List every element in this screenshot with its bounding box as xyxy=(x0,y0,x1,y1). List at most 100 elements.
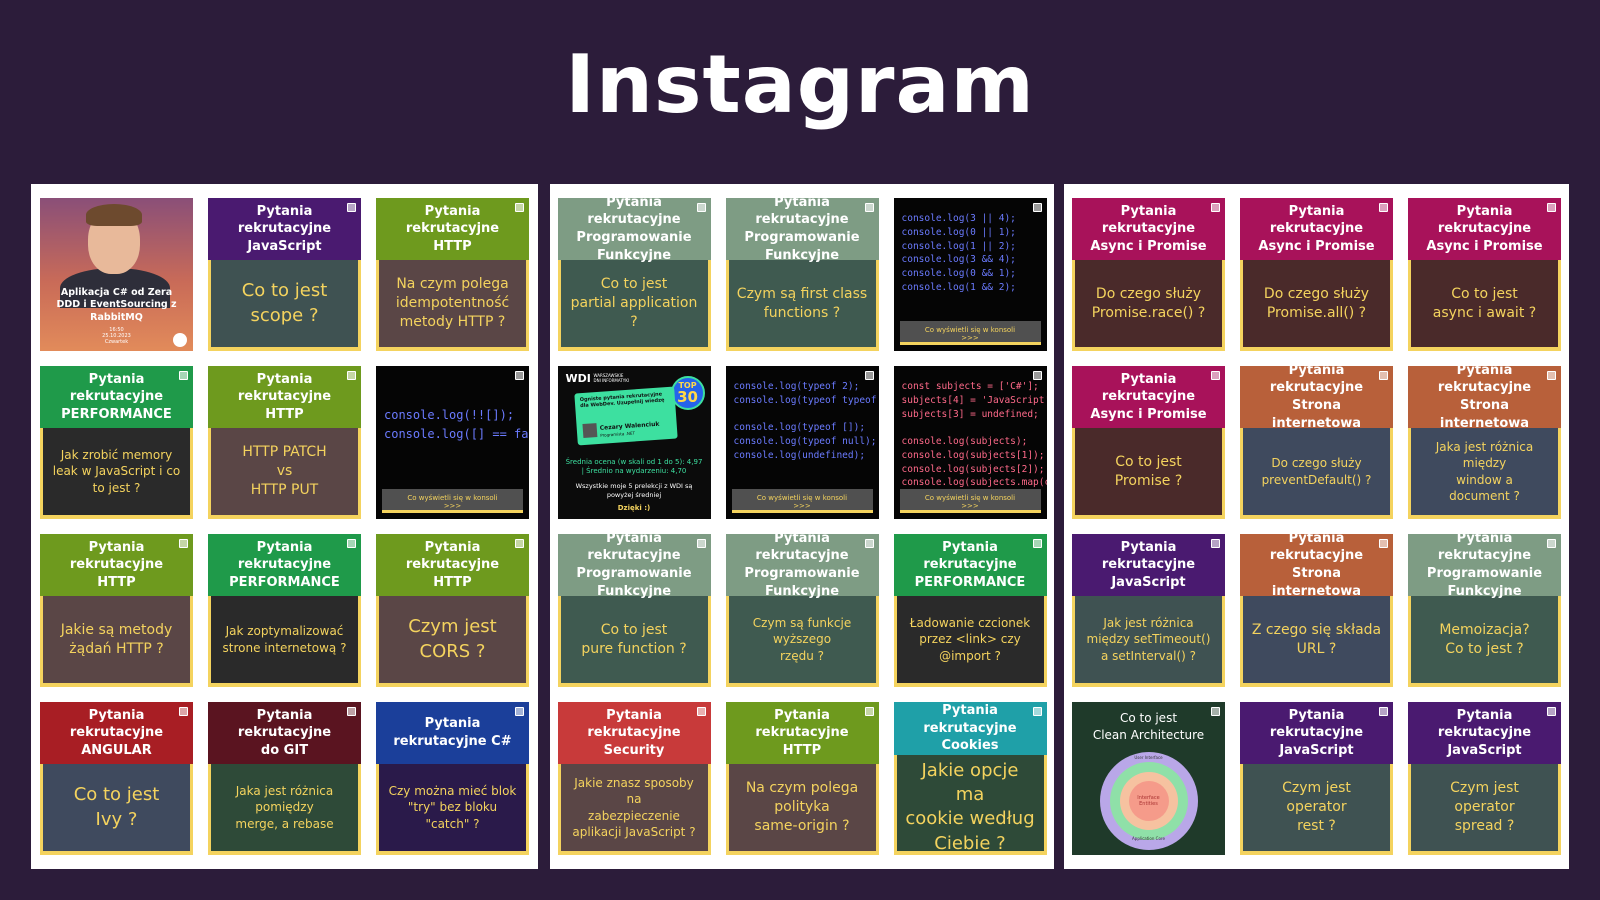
post-question: Co to jest async i await ? xyxy=(1408,260,1561,347)
post-tile[interactable]: Pytania rekrutacyjne JavaScript Co to jes… xyxy=(208,198,361,351)
post-header: Pytania rekrutacyjne Programowanie Funkc… xyxy=(725,534,879,599)
post-tile-code[interactable]: console.log(3 || 4); console.log(0 || 1)… xyxy=(893,198,1047,351)
post-header: Pytania rekrutacyjne HTTP xyxy=(376,534,529,596)
multi-post-icon xyxy=(1211,539,1220,548)
post-tile-photo[interactable]: Aplikacja C# od Zera DDD i EventSourcing… xyxy=(40,198,193,351)
post-header: Pytania rekrutacyjne Strona internetowa xyxy=(1408,366,1561,431)
post-question: Na czym polega polityka same-origin ? xyxy=(725,764,879,851)
post-tile[interactable]: Pytania rekrutacyjne PERFORMANCE Jak zrob… xyxy=(40,366,193,519)
post-header: Pytania rekrutacyjne PERFORMANCE xyxy=(893,534,1047,596)
post-tile[interactable]: Pytania rekrutacyjne Programowanie Funkc… xyxy=(725,534,879,687)
multi-post-icon xyxy=(1211,203,1220,212)
post-tile[interactable]: Pytania rekrutacyjne Programowanie Funkc… xyxy=(725,198,879,351)
post-header: Pytania rekrutacyjne Programowanie Funkc… xyxy=(725,198,879,263)
post-tile[interactable]: Pytania rekrutacyjne Async i Promise Do c… xyxy=(1240,198,1393,351)
post-question: Czym jest operator spread ? xyxy=(1408,764,1561,851)
post-tile-rating[interactable]: WDI WARSZAWSKIE DNI INFORMATYKI TOP 30 Ognis… xyxy=(557,366,711,519)
top-badge-number: 30 xyxy=(677,387,698,406)
multi-post-icon xyxy=(1211,707,1220,716)
post-tile[interactable]: Pytania rekrutacyjne Async i Promise Do c… xyxy=(1072,198,1225,351)
post-header: Pytania rekrutacyjne Security xyxy=(557,702,711,764)
post-question: Jak jest różnica między setTimeout() a s… xyxy=(1072,596,1225,683)
post-header: Pytania rekrutacyjne Async i Promise xyxy=(1240,198,1393,260)
speaker-role: Programista .NET xyxy=(599,430,635,438)
multi-post-icon xyxy=(864,203,874,212)
code-footer-caption: Co wyświetli się w konsoli >>> xyxy=(382,489,523,513)
diagram-label-outer: User Interface xyxy=(1134,754,1163,760)
top-badge: TOP 30 xyxy=(670,376,705,410)
multi-post-icon xyxy=(864,707,874,716)
post-header: Pytania rekrutacyjne C# xyxy=(376,702,529,764)
code-footer-caption: Co wyświetli się w konsoli >>> xyxy=(899,321,1041,345)
multi-post-icon xyxy=(1032,707,1042,716)
post-question: Jaka jest różnica pomiędzy merge, a reba… xyxy=(208,764,361,851)
post-header: Pytania rekrutacyjne ANGULAR xyxy=(40,702,193,764)
post-tile-code[interactable]: console.log(typeof 2); console.log(typeo… xyxy=(725,366,879,519)
post-question: Czym jest operator rest ? xyxy=(1240,764,1393,851)
post-question: Z czego się składa URL ? xyxy=(1240,596,1393,683)
post-header: Pytania rekrutacyjne JavaScript xyxy=(208,198,361,260)
post-tile[interactable]: Pytania rekrutacyjne do GIT Jaka jest róż… xyxy=(208,702,361,855)
wdi-logo-subtitle: WARSZAWSKIE DNI INFORMATYKI xyxy=(593,373,630,383)
post-question: Jaka jest różnica między window a docume… xyxy=(1408,428,1561,515)
multi-post-icon xyxy=(347,707,356,716)
post-tile[interactable]: Pytania rekrutacyjne PERFORMANCE Ładowani… xyxy=(893,534,1047,687)
post-tile[interactable]: Pytania rekrutacyjne Strona internetowa Z… xyxy=(1240,534,1393,687)
post-header: Pytania rekrutacyjne PERFORMANCE xyxy=(208,534,361,596)
post-tile-architecture[interactable]: Co to jest Clean Architecture Interface E… xyxy=(1072,702,1225,855)
post-tile[interactable]: Pytania rekrutacyjne HTTP Na czym polega … xyxy=(725,702,879,855)
post-header: Pytania rekrutacyjne JavaScript xyxy=(1240,702,1393,764)
post-tile-code[interactable]: const subjects = ['C#']; subjects[4] = '… xyxy=(893,366,1047,519)
post-question: Czym są first class functions ? xyxy=(725,260,879,347)
post-tile[interactable]: Pytania rekrutacyjne Strona internetowa J… xyxy=(1408,366,1561,519)
post-panel-right: Pytania rekrutacyjne Async i Promise Do c… xyxy=(1064,184,1569,869)
multi-post-icon xyxy=(1547,539,1556,548)
post-tile[interactable]: Pytania rekrutacyjne Programowanie Funkc… xyxy=(1408,534,1561,687)
photo-caption: Aplikacja C# od Zera DDD i EventSourcing… xyxy=(56,286,177,324)
multi-post-icon xyxy=(515,539,524,548)
post-tile[interactable]: Pytania rekrutacyjne HTTP Czym jest CORS … xyxy=(376,534,529,687)
post-header: Pytania rekrutacyjne Programowanie Funkc… xyxy=(557,198,711,263)
post-tile[interactable]: Pytania rekrutacyjne JavaScript Jak jest … xyxy=(1072,534,1225,687)
post-tile[interactable]: Pytania rekrutacyjne Security Jakie znasz… xyxy=(557,702,711,855)
multi-post-icon xyxy=(1032,203,1042,212)
post-header: Pytania rekrutacyjne Programowanie Funkc… xyxy=(1408,534,1561,599)
post-tile[interactable]: Pytania rekrutacyjne Programowanie Funkc… xyxy=(557,534,711,687)
post-header: Pytania rekrutacyjne Programowanie Funkc… xyxy=(557,534,711,599)
post-header: Pytania rekrutacyjne Strona internetowa xyxy=(1240,534,1393,599)
post-question: Co to jest scope ? xyxy=(208,260,361,347)
post-tile[interactable]: Pytania rekrutacyjne Programowanie Funkc… xyxy=(557,198,711,351)
post-tile[interactable]: Pytania rekrutacyjne Async i Promise Co t… xyxy=(1072,366,1225,519)
post-header: Pytania rekrutacyjne Strona internetowa xyxy=(1240,366,1393,431)
post-tile[interactable]: Pytania rekrutacyjne JavaScript Czym jest… xyxy=(1408,702,1561,855)
post-tile[interactable]: Pytania rekrutacyjne PERFORMANCE Jak zopt… xyxy=(208,534,361,687)
post-header: Pytania rekrutacyjne Async i Promise xyxy=(1408,198,1561,260)
code-footer-caption: Co wyświetli się w konsoli >>> xyxy=(899,489,1041,513)
post-question: Co to jest Promise ? xyxy=(1072,428,1225,515)
post-tile[interactable]: Pytania rekrutacyjne Cookies Jakie opcje … xyxy=(893,702,1047,855)
multi-post-icon xyxy=(1547,371,1556,380)
post-header: Pytania rekrutacyjne HTTP xyxy=(208,366,361,428)
post-tile[interactable]: Pytania rekrutacyjne HTTP Jakie są metody… xyxy=(40,534,193,687)
post-header: Pytania rekrutacyjne HTTP xyxy=(376,198,529,260)
post-tile[interactable]: Pytania rekrutacyjne HTTP Na czym polega … xyxy=(376,198,529,351)
post-header: Pytania rekrutacyjne JavaScript xyxy=(1408,702,1561,764)
post-tile-code[interactable]: console.log(!![]); console.log([] == fal… xyxy=(376,366,529,519)
person-shoulders xyxy=(60,268,170,308)
post-tile[interactable]: Pytania rekrutacyjne HTTP HTTP PATCH vs H… xyxy=(208,366,361,519)
multi-post-icon xyxy=(1547,707,1556,716)
multi-post-icon xyxy=(696,203,706,212)
post-header: Pytania rekrutacyjne do GIT xyxy=(208,702,361,764)
post-header: Pytania rekrutacyjne Async i Promise xyxy=(1072,198,1225,260)
post-tile[interactable]: Pytania rekrutacyjne C# Czy można mieć bl… xyxy=(376,702,529,855)
post-tile[interactable]: Pytania rekrutacyjne ANGULAR Co to jest I… xyxy=(40,702,193,855)
post-tile[interactable]: Pytania rekrutacyjne JavaScript Czym jest… xyxy=(1240,702,1393,855)
rating-note: Wszystkie moje 5 prelekcji z WDI są powy… xyxy=(575,482,693,499)
post-header: Pytania rekrutacyjne Async i Promise xyxy=(1072,366,1225,428)
post-tile[interactable]: Pytania rekrutacyjne Async i Promise Co t… xyxy=(1408,198,1561,351)
multi-post-icon xyxy=(864,539,874,548)
post-question: Ładowanie czcionek przez <link> czy @imp… xyxy=(893,596,1047,683)
post-tile[interactable]: Pytania rekrutacyjne Strona internetowa D… xyxy=(1240,366,1393,519)
post-question: Na czym polega idempotentność metody HTT… xyxy=(376,260,529,347)
multi-post-icon xyxy=(1547,203,1556,212)
